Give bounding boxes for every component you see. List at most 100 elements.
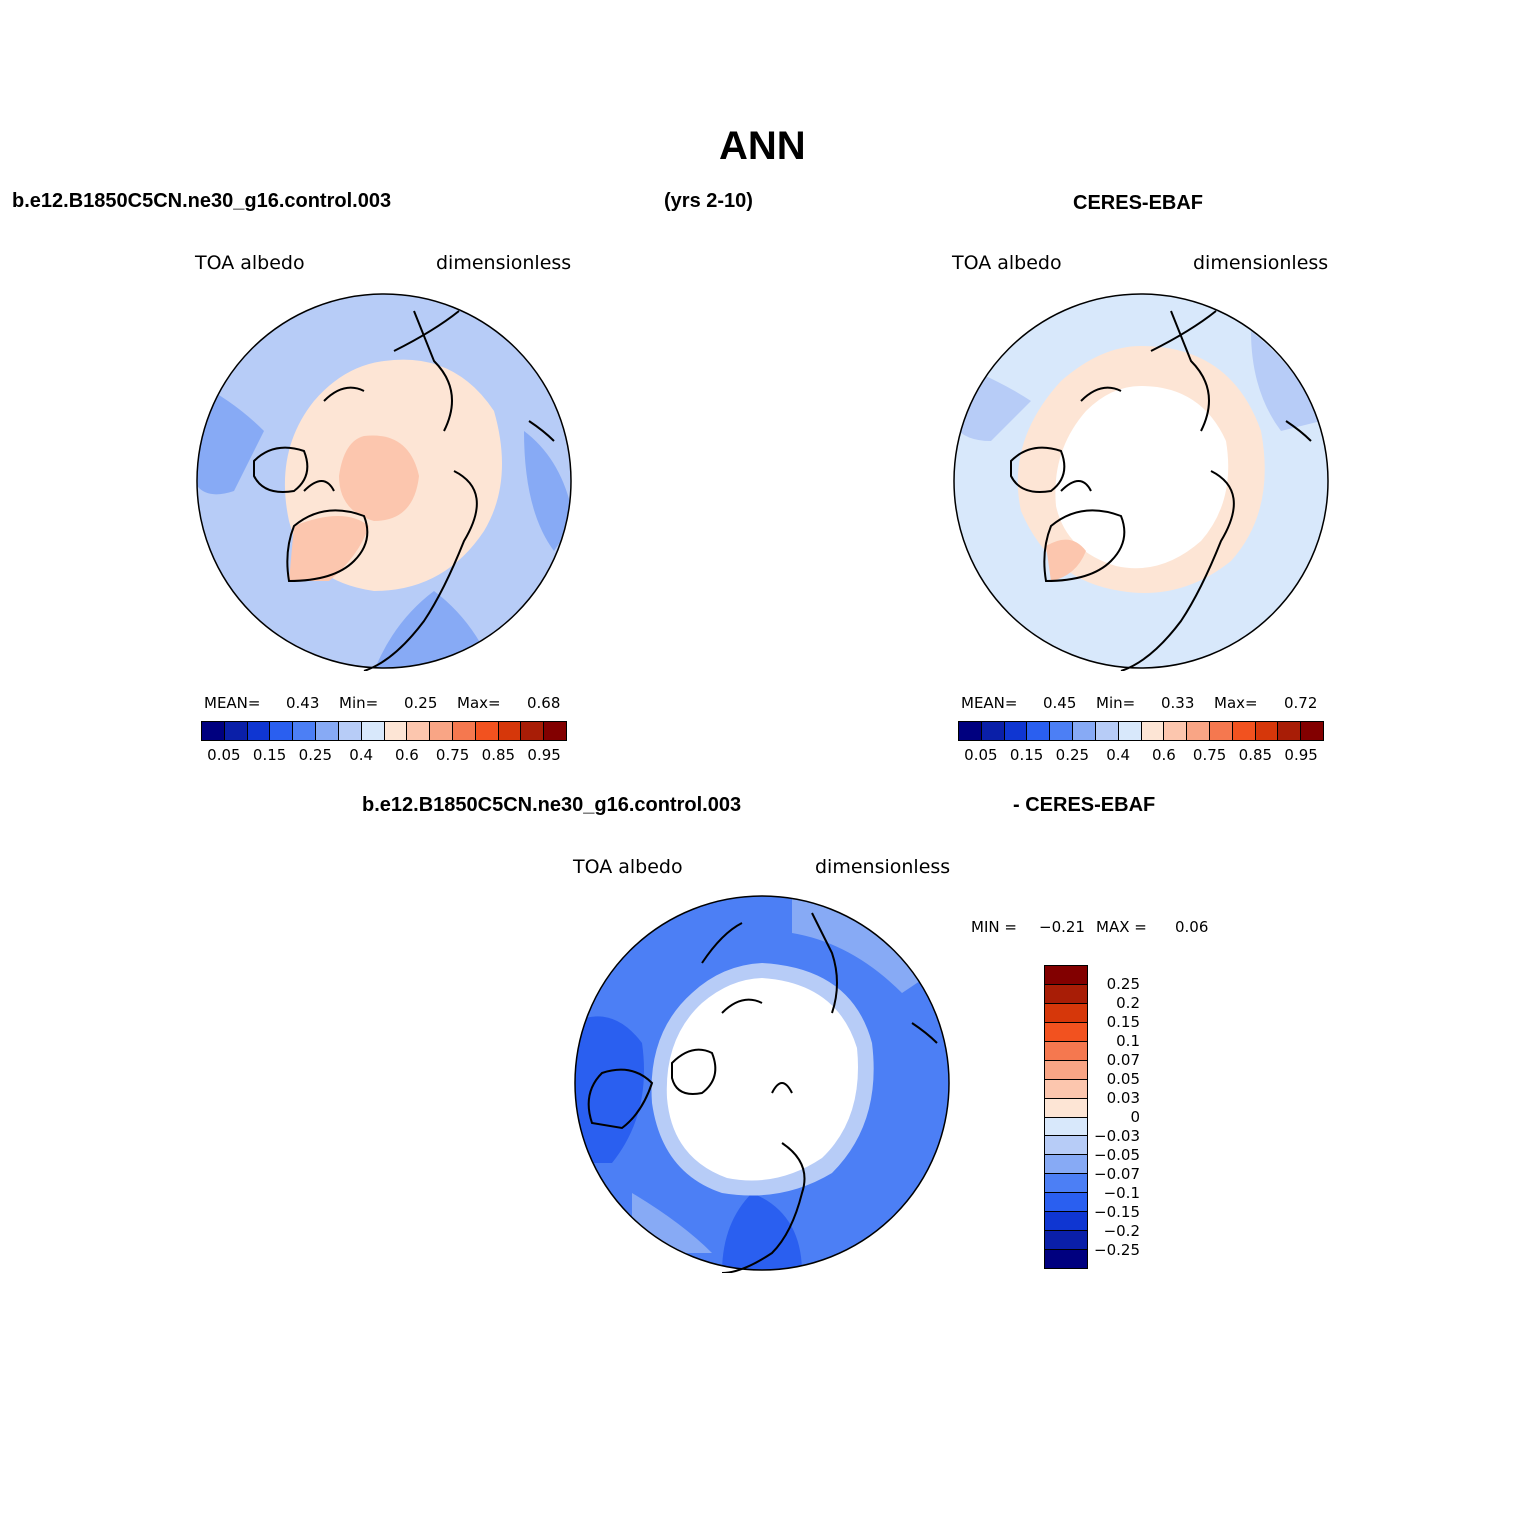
- colorbar-swatch: [1045, 1136, 1087, 1156]
- colorbar-swatch: [1004, 722, 1028, 740]
- colorbar-tick-label: −0.25: [1094, 1241, 1140, 1259]
- obs-max-value: 0.72: [1284, 694, 1318, 712]
- colorbar-tick-label: −0.15: [1094, 1203, 1140, 1221]
- colorbar-tick-label: 0.25: [298, 746, 333, 764]
- colorbar-tick-label: 0.25: [1055, 746, 1090, 764]
- colorbar-swatch: [1301, 722, 1323, 740]
- model-ice-core: [339, 435, 419, 521]
- model-min-value: 0.25: [404, 694, 438, 712]
- colorbar-swatch: [1045, 1003, 1087, 1023]
- diff-max-label: MAX =: [1096, 918, 1147, 936]
- diff-obs-label: - CERES-EBAF: [1013, 794, 1156, 816]
- colorbar-swatch: [1045, 1060, 1087, 1080]
- diff-coastlines: [587, 912, 938, 1273]
- colorbar-swatch: [1187, 722, 1210, 740]
- colorbar-swatch: [1164, 722, 1188, 740]
- page-title: ANN: [719, 124, 806, 168]
- obs-units-label: dimensionless: [1193, 252, 1329, 274]
- colorbar-tick-label: 0.07: [1106, 1051, 1140, 1069]
- diff-variable-label: TOA albedo: [573, 856, 683, 878]
- colorbar-tick-label: 0: [1130, 1108, 1140, 1126]
- obs-polar-white: [1055, 386, 1229, 569]
- colorbar-tick-label: 0.6: [394, 746, 419, 764]
- model-max-value: 0.68: [527, 694, 561, 712]
- colorbar-swatch: [1045, 1022, 1087, 1042]
- obs-min-label: Min=: [1096, 694, 1136, 712]
- diff-min-label: MIN =: [971, 918, 1017, 936]
- obs-dark-patch: [1251, 331, 1321, 431]
- colorbar-tick-label: 0.15: [1009, 746, 1044, 764]
- colorbar-swatch: [521, 722, 545, 740]
- colorbar-tick-label: −0.07: [1094, 1165, 1140, 1183]
- obs-label: CERES-EBAF: [1073, 192, 1204, 214]
- colorbar-swatch: [1045, 1193, 1087, 1213]
- model-case-label: b.e12.B1850C5CN.ne30_g16.control.003: [12, 190, 392, 212]
- colorbar-swatch: [1232, 722, 1256, 740]
- colorbar-swatch: [452, 722, 476, 740]
- diff-polar-white: [666, 978, 858, 1181]
- obs-map-boundary: [953, 293, 1329, 669]
- colorbar-tick-label: 0.05: [207, 746, 241, 764]
- model-colorbar: [201, 721, 567, 741]
- model-dark-patch: [524, 431, 571, 551]
- colorbar-swatch: [1073, 722, 1096, 740]
- colorbar-swatch: [338, 722, 362, 740]
- colorbar-tick-label: 0.2: [1116, 994, 1140, 1012]
- colorbar-swatch: [1045, 984, 1087, 1004]
- colorbar-swatch: [384, 722, 408, 740]
- colorbar-swatch: [1045, 1174, 1087, 1194]
- colorbar-tick-label: 0.1: [1116, 1032, 1140, 1050]
- colorbar-tick-label: 0.15: [1106, 1013, 1140, 1031]
- colorbar-swatch: [959, 722, 982, 740]
- model-max-label: Max=: [457, 694, 501, 712]
- diff-model-label: b.e12.B1850C5CN.ne30_g16.control.003: [362, 794, 742, 816]
- model-coastlines: [253, 310, 555, 671]
- colorbar-swatch: [1045, 1079, 1087, 1099]
- colorbar-tick-label: 0.4: [1106, 746, 1131, 764]
- colorbar-swatch: [1141, 722, 1165, 740]
- model-mean-label: MEAN=: [204, 694, 261, 712]
- colorbar-tick-label: −0.1: [1103, 1184, 1140, 1202]
- colorbar-swatch: [361, 722, 385, 740]
- diff-min-value: −0.21: [1039, 918, 1085, 936]
- colorbar-swatch: [270, 722, 294, 740]
- diff-dark-patch: [722, 1193, 802, 1270]
- colorbar-tick-label: 0.85: [481, 746, 516, 764]
- obs-polar-map: [953, 293, 1329, 671]
- diff-colorbar: [1044, 965, 1088, 1269]
- colorbar-tick-label: 0.85: [1238, 746, 1273, 764]
- colorbar-tick-label: −0.2: [1103, 1222, 1140, 1240]
- colorbar-swatch: [1095, 722, 1119, 740]
- colorbar-swatch: [544, 722, 566, 740]
- colorbar-swatch: [1118, 722, 1142, 740]
- colorbar-swatch: [475, 722, 499, 740]
- colorbar-tick-label: 0.75: [435, 746, 470, 764]
- obs-max-label: Max=: [1214, 694, 1258, 712]
- colorbar-swatch: [224, 722, 248, 740]
- colorbar-swatch: [1045, 1041, 1087, 1061]
- colorbar-swatch: [1050, 722, 1074, 740]
- colorbar-tick-label: 0.6: [1151, 746, 1176, 764]
- colorbar-swatch: [202, 722, 225, 740]
- colorbar-swatch: [981, 722, 1005, 740]
- diff-dark-patch: [575, 1016, 644, 1163]
- colorbar-swatch: [430, 722, 453, 740]
- model-mean-value: 0.43: [286, 694, 320, 712]
- model-map-boundary: [196, 293, 572, 669]
- colorbar-swatch: [316, 722, 339, 740]
- diff-light-patch: [792, 896, 932, 993]
- colorbar-tick-label: 0.95: [1284, 746, 1318, 764]
- colorbar-swatch: [1209, 722, 1233, 740]
- colorbar-tick-label: 0.75: [1192, 746, 1227, 764]
- model-polar-map: [196, 293, 572, 671]
- colorbar-swatch: [1278, 722, 1302, 740]
- colorbar-swatch: [407, 722, 431, 740]
- colorbar-tick-label: −0.05: [1094, 1146, 1140, 1164]
- model-greenland: [289, 516, 369, 581]
- model-variable-label: TOA albedo: [195, 252, 305, 274]
- obs-mean-label: MEAN=: [961, 694, 1018, 712]
- obs-min-value: 0.33: [1161, 694, 1195, 712]
- model-units-label: dimensionless: [436, 252, 572, 274]
- colorbar-tick-label: 0.03: [1106, 1089, 1140, 1107]
- colorbar-swatch: [1045, 1117, 1087, 1137]
